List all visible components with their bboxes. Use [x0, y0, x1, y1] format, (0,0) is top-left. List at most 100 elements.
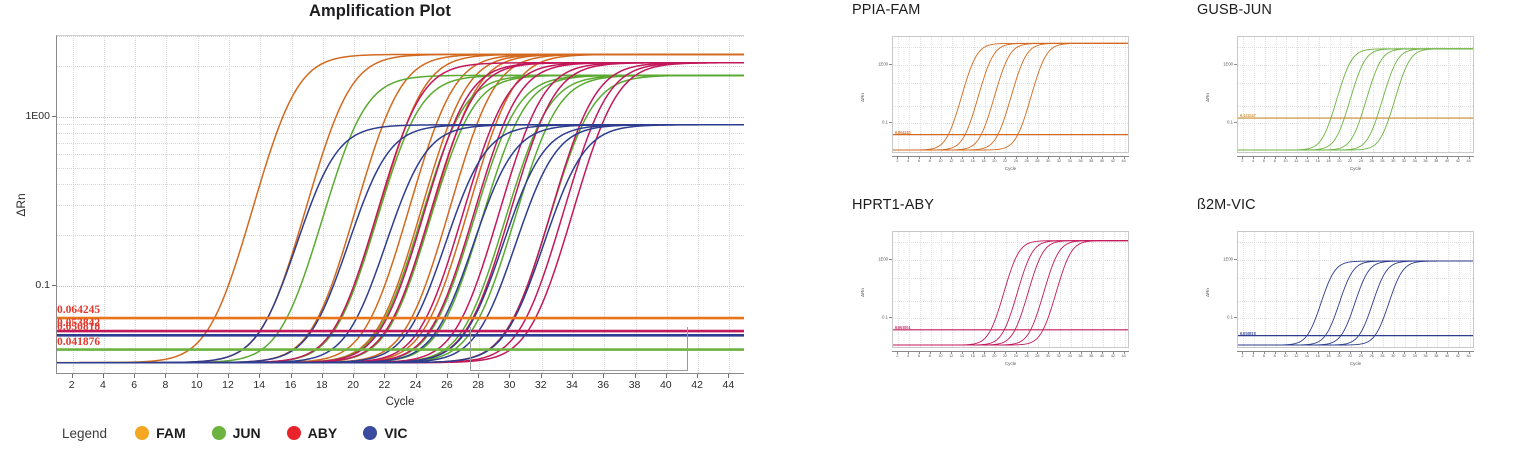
y-axis-tick [52, 284, 56, 286]
y-axis-tick-label: 0.1 [35, 278, 50, 291]
mini-threshold-label: 0.064245 [895, 129, 911, 135]
vertical-gridline [941, 37, 943, 152]
mini-x-tick-label: 12 [1294, 354, 1299, 358]
legend-item-vic[interactable]: VIC [363, 425, 408, 441]
mini-x-tick [1123, 351, 1125, 354]
mini-x-tick [1123, 156, 1125, 159]
mini-x-tick-label: 20 [1337, 159, 1342, 163]
vertical-gridline [1372, 37, 1374, 152]
horizontal-gridline [893, 47, 1128, 49]
mini-x-tick-label: 42 [1110, 354, 1115, 358]
x-axis-tick [540, 374, 542, 378]
x-axis-tick [415, 374, 417, 378]
mini-x-tick-label: 14 [1304, 159, 1310, 163]
mini-y-axis-title: ΔRn [1204, 92, 1210, 102]
mini-x-axis [892, 156, 1129, 157]
vertical-gridline [930, 37, 932, 152]
mini-x-tick-label: 38 [1434, 159, 1439, 163]
mini-amplification-curves [1238, 260, 1473, 346]
x-axis-tick [697, 374, 699, 378]
mini-panel-vic: ß2M-VIC 0.050818 1E00 0.1 ΔRn 2 4 6 8 10 12 14 16 18 2… [1197, 197, 1482, 368]
mini-x-tick-label: 4 [907, 354, 910, 358]
vertical-gridline [952, 232, 954, 347]
horizontal-gridline [1238, 259, 1473, 261]
mini-x-tick-label: 30 [1391, 354, 1396, 358]
mini-x-tick-label: 24 [1013, 159, 1018, 163]
vertical-gridline [1081, 232, 1083, 347]
mini-x-tick-label: 34 [1067, 354, 1072, 358]
mini-x-tick-label: 14 [1304, 354, 1310, 358]
main-plot-area[interactable] [56, 35, 744, 373]
vertical-gridline [322, 36, 324, 373]
mini-x-tick [1102, 156, 1104, 159]
vertical-gridline [1308, 37, 1310, 152]
mini-plot-area[interactable]: 0.064245 [892, 36, 1129, 153]
legend-item-jun[interactable]: JUN [211, 425, 261, 441]
vertical-gridline [930, 232, 932, 347]
mini-x-tick [1403, 156, 1405, 159]
horizontal-gridline [893, 300, 1128, 302]
mini-x-tick-label: 28 [1035, 159, 1040, 163]
mini-plot-area[interactable]: 0.050818 [1237, 231, 1474, 348]
mini-x-axis [1237, 156, 1474, 157]
mini-x-tick [1339, 156, 1341, 159]
mini-panel-aby: HPRT1-ABY 0.063951 1E00 0.1 ΔRn 2 4 6 8 10 12 14 16 1… [852, 197, 1137, 368]
mini-x-tick-label: 20 [1337, 354, 1342, 358]
vertical-gridline [103, 36, 105, 373]
mini-x-tick-label: 34 [1412, 159, 1417, 163]
mini-x-tick [1371, 156, 1373, 159]
mini-x-axis-title: Cycle [1004, 166, 1017, 171]
horizontal-gridline [1238, 123, 1473, 125]
mini-x-tick [1285, 351, 1287, 354]
mini-x-tick [1436, 156, 1438, 159]
amplification-curve [1238, 48, 1473, 151]
legend-item-fam[interactable]: FAM [135, 425, 186, 441]
mini-plot-area[interactable]: 0.123547 [1237, 36, 1474, 153]
mini-x-tick-label: 16 [970, 354, 975, 358]
mini-panel-fam: PPIA-FAM 0.064245 1E00 0.1 ΔRn 2 4 6 8 10 12 14 16 18… [852, 2, 1137, 173]
vertical-gridline [1415, 37, 1417, 152]
mini-y-tick-label: 1E00 [878, 256, 888, 262]
horizontal-gridline [1238, 318, 1473, 320]
x-axis-tick [102, 374, 104, 378]
mini-x-tick-label: 14 [959, 159, 965, 163]
mini-x-tick-label: 40 [1099, 354, 1105, 358]
mini-x-tick-label: 22 [1347, 354, 1353, 358]
vertical-gridline [1006, 37, 1008, 152]
legend-item-aby[interactable]: ABY [286, 425, 337, 441]
amplification-curve [1238, 260, 1473, 346]
horizontal-gridline [893, 64, 1128, 66]
mini-x-tick-label: 36 [1423, 354, 1428, 358]
vertical-gridline [1038, 232, 1040, 347]
mini-plot-area[interactable]: 0.063951 [892, 231, 1129, 348]
horizontal-gridline [57, 116, 744, 118]
mini-x-axis-title: Cycle [1349, 166, 1362, 171]
mini-x-tick-label: 34 [1067, 159, 1072, 163]
main-amplification-panel: Amplification Plot ΔRn 1E00 0.1 0.064245 0… [14, 2, 744, 441]
mini-x-tick [1307, 351, 1309, 354]
amplification-curve [1238, 260, 1473, 346]
mini-x-tick-label: 22 [1347, 159, 1353, 163]
mini-amplification-curves [893, 240, 1128, 346]
mini-x-tick [1393, 156, 1395, 159]
vertical-gridline [1426, 232, 1428, 347]
vertical-gridline [385, 36, 387, 373]
vertical-gridline [919, 232, 921, 347]
x-axis-tick-label: 34 [566, 379, 578, 391]
mini-x-tick [1080, 351, 1082, 354]
mini-x-tick [1457, 156, 1459, 159]
amplification-curve [57, 124, 744, 364]
mini-x-tick [1242, 156, 1244, 159]
mini-x-tick-label: 2 [896, 354, 899, 358]
mini-x-tick-label: 28 [1380, 354, 1385, 358]
x-axis-tick-label: 2 [68, 379, 75, 391]
mini-x-tick [1447, 156, 1449, 159]
vertical-gridline [541, 36, 543, 373]
y-axis-tick [52, 115, 56, 117]
horizontal-gridline [1238, 105, 1473, 107]
vertical-gridline [135, 36, 137, 373]
mini-y-tick-label: 1E00 [878, 61, 888, 67]
mini-x-tick [1263, 351, 1265, 354]
mini-x-tick-label: 18 [1326, 354, 1331, 358]
